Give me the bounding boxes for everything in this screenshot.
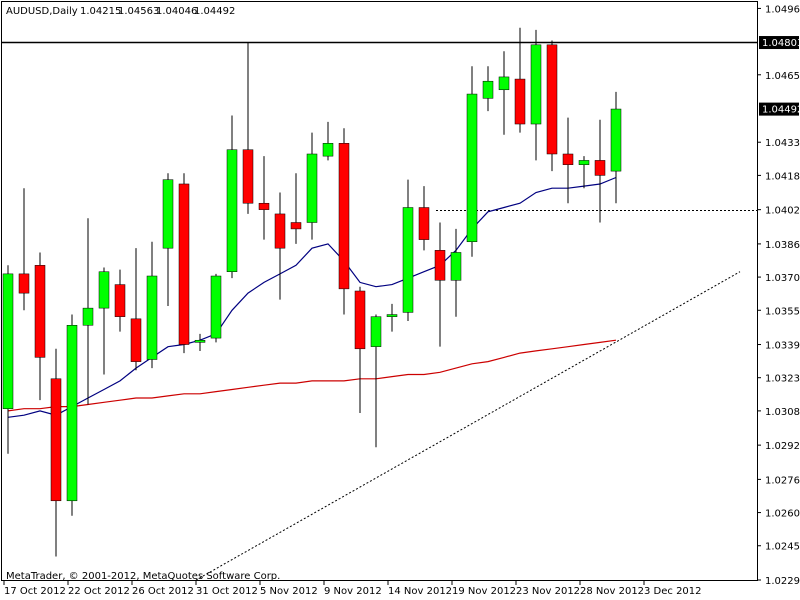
date-axis-labels: 17 Oct 2012 22 Oct 2012 26 Oct 2012 31 Oct …: [4, 586, 702, 597]
header-symbol: AUDUSD,Daily: [6, 6, 78, 17]
candle-bull: [498, 76, 510, 91]
date-axis-label: 9 Nov 2012: [324, 586, 382, 597]
price-axis-label: 1.03705: [765, 273, 800, 284]
candle-bear: [338, 143, 350, 290]
candle-bull: [402, 207, 414, 313]
candle-bull: [82, 307, 94, 326]
date-axis-label: 3 Dec 2012: [644, 586, 702, 597]
price-axis-label: 1.04960: [765, 4, 800, 15]
header-low: 1.04046: [156, 6, 197, 17]
date-axis-label: 5 Nov 2012: [260, 586, 318, 597]
resistance-price-tag: 1.04803: [759, 36, 800, 50]
candle-bear: [594, 160, 606, 176]
candle-bull: [146, 275, 158, 360]
date-axis-label: 22 Oct 2012: [68, 586, 130, 597]
candle-bull: [386, 314, 398, 317]
date-axis-label: 31 Oct 2012: [196, 586, 258, 597]
candle-bear: [290, 222, 302, 230]
date-axis-label: 26 Oct 2012: [132, 586, 194, 597]
candle-bull: [466, 93, 478, 243]
candle-bear: [546, 44, 558, 155]
price-axis-label: 1.04180: [765, 171, 800, 182]
price-axis-labels: 1.04960 1.04650 1.04335 1.04180 1.04020 1.038…: [765, 4, 800, 587]
candle-bull: [226, 149, 238, 272]
candle-bull: [66, 325, 78, 502]
axis-ticks: [3, 7, 761, 585]
current-price-tag: 1.04492: [759, 102, 800, 116]
date-axis-label: 19 Nov 2012: [452, 586, 516, 597]
date-axis-label: 17 Oct 2012: [4, 586, 66, 597]
candle-bull: [2, 273, 14, 409]
candle-bear: [178, 183, 190, 345]
chart-header: AUDUSD,Daily 1.04215 1.04563 1.04046 1.0…: [6, 6, 235, 17]
moving-averages: [7, 176, 617, 418]
date-axis-label: 14 Nov 2012: [388, 586, 452, 597]
candles: [2, 27, 622, 557]
resistance-tag-background: [759, 36, 799, 50]
header-open: 1.04215: [80, 6, 121, 17]
header-high: 1.04563: [118, 6, 159, 17]
current-tag-text: 1.04492: [762, 105, 800, 116]
candle-bear: [354, 290, 366, 350]
fast-moving-average-line: [7, 176, 617, 418]
date-axis-label: 23 Nov 2012: [516, 586, 580, 597]
candle-bear: [434, 250, 446, 281]
horizontal-lines: [2, 41, 757, 211]
candle-bull: [370, 316, 382, 347]
price-axis-label: 1.02605: [765, 509, 800, 520]
candle-bull: [306, 153, 318, 223]
candle-bull: [578, 160, 590, 165]
candle-bull: [530, 44, 542, 125]
candle-bear: [274, 213, 286, 249]
price-axis-label: 1.03390: [765, 341, 800, 352]
price-axis-label: 1.03235: [765, 374, 800, 385]
resistance-tag-text: 1.04803: [762, 38, 800, 49]
slow-moving-average-line: [7, 339, 617, 412]
trendline: [195, 271, 741, 581]
candle-bull: [162, 179, 174, 249]
candle-bear: [130, 318, 142, 362]
trendline-layer: [195, 271, 741, 581]
candle-bull: [210, 275, 222, 339]
candle-bull: [98, 271, 110, 309]
candle-bear: [242, 149, 254, 204]
price-axis-label: 1.03860: [765, 240, 800, 251]
candle-bear: [418, 207, 430, 240]
price-axis-label: 1.02290: [765, 576, 800, 587]
price-axis-label: 1.03080: [765, 407, 800, 418]
date-axis-label: 28 Nov 2012: [580, 586, 644, 597]
candle-bear: [50, 378, 62, 502]
price-axis-label: 1.04020: [765, 206, 800, 217]
price-axis-label: 1.03550: [765, 306, 800, 317]
candle-bear: [18, 273, 30, 294]
candle-bull: [482, 80, 494, 99]
price-axis-label: 1.02920: [765, 441, 800, 452]
price-axis-label: 1.02760: [765, 475, 800, 486]
current-tag-background: [759, 102, 799, 116]
candle-bull: [610, 108, 622, 172]
candle-bear: [562, 153, 574, 165]
candle-bear: [114, 284, 126, 317]
candle-bear: [514, 78, 526, 125]
candle-bull: [450, 252, 462, 281]
watermark-text: MetaTrader, © 2001-2012, MetaQuotes Soft…: [6, 571, 280, 582]
price-axis-label: 1.04650: [765, 71, 800, 82]
price-axis-label: 1.04335: [765, 138, 800, 149]
header-close: 1.04492: [194, 6, 235, 17]
price-axis-label: 1.02450: [765, 542, 800, 553]
candle-bull: [322, 143, 334, 157]
candle-bull: [194, 339, 206, 343]
candle-bear: [34, 265, 46, 358]
candle-bear: [258, 202, 270, 210]
